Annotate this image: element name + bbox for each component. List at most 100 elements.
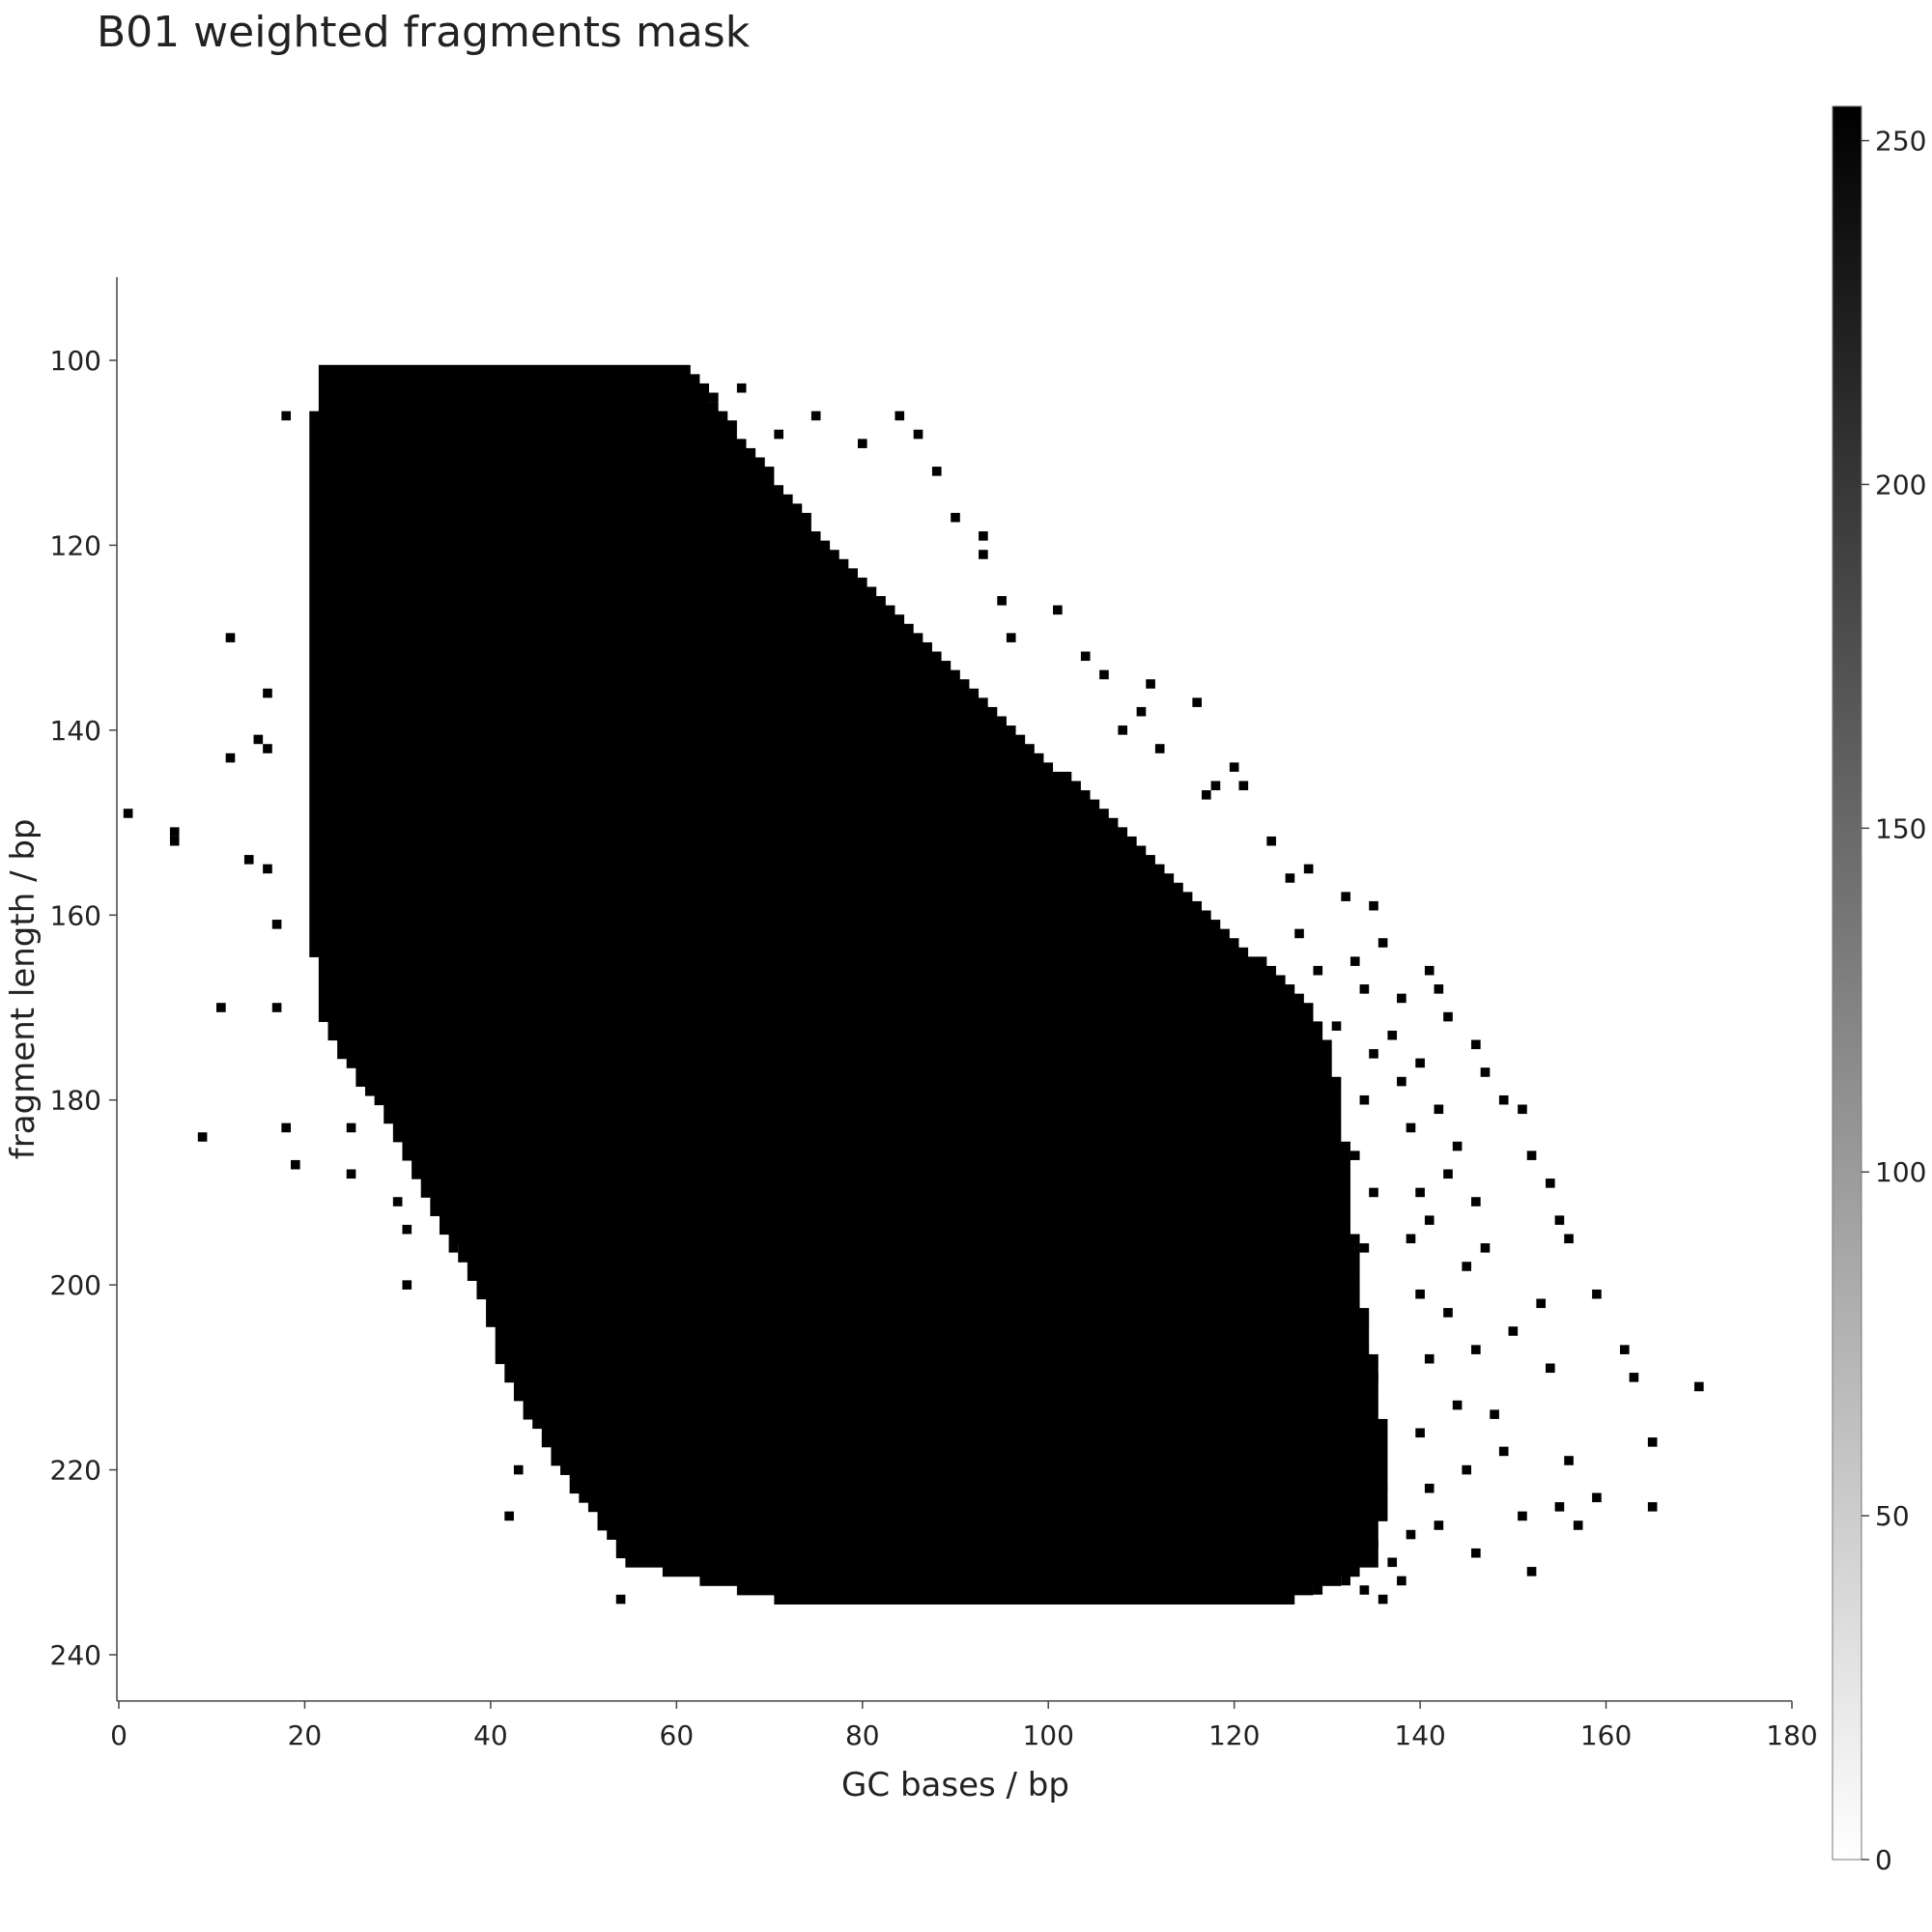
heatmap-cell-136 [1369,1373,1378,1382]
heatmap-cell-7 [243,855,254,865]
colorbar-tick-label-0: 0 [1875,1844,1892,1876]
heatmap-row-151 [309,827,1128,838]
heatmap-cell-54 [1229,762,1239,772]
heatmap-cell-129 [1359,984,1370,994]
heatmap-row-219 [551,1456,1388,1466]
heatmap-row-174 [337,1039,1332,1050]
heatmap-row-156 [309,873,1175,884]
x-tick-label-180: 180 [1766,1719,1817,1751]
heatmap-row-205 [495,1326,1370,1337]
heatmap-cell-76 [1647,1437,1658,1447]
heatmap-cell-43 [1006,633,1016,642]
heatmap-cell-64 [1443,1011,1453,1022]
heatmap-row-140 [309,725,1016,736]
heatmap-cells [123,364,1704,1605]
heatmap-cell-116 [1406,1529,1416,1540]
heatmap-row-145 [309,771,1072,782]
heatmap-row-195 [448,1234,1360,1244]
heatmap-row-187 [412,1159,1350,1171]
heatmap-row-158 [309,892,1193,902]
heatmap-row-161 [309,920,1221,930]
colorbar-tick-label-200: 200 [1875,469,1926,500]
heatmap-cell-92 [1452,1141,1463,1151]
heatmap-cell-36 [895,411,905,421]
heatmap-row-103 [318,383,710,394]
heatmap-cell-32 [736,383,747,393]
heatmap-cell-93 [1443,1169,1453,1179]
heatmap-row-137 [309,697,988,708]
heatmap-cell-38 [931,467,942,476]
heatmap-cell-117 [1359,1585,1370,1595]
heatmap-cell-5 [225,633,236,642]
heatmap-cell-35 [857,439,867,448]
heatmap-row-101 [318,364,691,375]
heatmap-cell-6 [225,753,236,763]
heatmap-cell-79 [1564,1456,1574,1465]
heatmap-row-227 [607,1529,1378,1540]
x-tick-label-0: 0 [110,1719,128,1751]
heatmap-cell-84 [1518,1511,1527,1521]
heatmap-cell-87 [1490,1409,1499,1419]
y-axis-label: fragment length / bp [4,819,43,1160]
heatmap-row-138 [309,706,998,718]
heatmap-row-177 [355,1067,1332,1078]
heatmap-row-148 [309,799,1100,810]
heatmap-cell-19 [346,1122,356,1133]
colorbar-tick-label-50: 50 [1875,1500,1910,1532]
heatmap-row-180 [374,1094,1342,1106]
heatmap-row-228 [615,1539,1378,1549]
heatmap-cell-74 [1619,1345,1630,1354]
heatmap-row-221 [569,1474,1388,1485]
x-tick-label-80: 80 [845,1719,880,1751]
heatmap-cell-15 [281,411,292,421]
heatmap-cell-33 [774,429,783,440]
heatmap-cell-24 [402,1280,412,1290]
heatmap-cell-95 [1471,1345,1481,1354]
heatmap-row-208 [495,1353,1378,1365]
heatmap-cell-138 [1378,1483,1388,1493]
heatmap-row-121 [309,550,839,560]
heatmap-cell-23 [402,1224,412,1235]
heatmap-cell-125 [1331,1021,1342,1031]
heatmap-row-141 [309,734,1026,745]
heatmap-row-165 [318,956,1267,967]
heatmap-row-164 [309,947,1249,957]
y-tick-label-100: 100 [50,345,101,377]
heatmap-cell-135 [1350,1308,1360,1318]
heatmap-cell-103 [1415,1289,1425,1299]
heatmap-cell-131 [1359,1094,1370,1105]
x-tick-label-100: 100 [1022,1719,1073,1751]
heatmap-cell-22 [402,1141,412,1151]
heatmap-cell-123 [1313,1141,1323,1151]
heatmap-row-206 [495,1335,1370,1346]
heatmap-cell-59 [1341,892,1350,901]
heatmap-cell-25 [448,1243,459,1253]
heatmap-cell-4 [216,1003,226,1012]
y-tick-label-220: 220 [50,1455,101,1487]
heatmap-cell-85 [1526,1567,1537,1577]
heatmap-cell-40 [979,531,988,541]
heatmap-row-135 [309,679,970,690]
heatmap-cell-134 [1359,1243,1370,1253]
y-tick-label-200: 200 [50,1269,101,1301]
heatmap-cell-90 [1480,1243,1491,1253]
heatmap-row-116 [309,503,803,514]
colorbar-tick-label-100: 100 [1875,1156,1926,1188]
heatmap-row-154 [309,855,1155,866]
heatmap-cell-124 [1322,1076,1332,1087]
heatmap-cell-105 [1415,1187,1425,1198]
heatmap-row-225 [597,1511,1388,1521]
heatmap-cell-52 [1201,790,1211,800]
heatmap-row-234 [774,1594,1295,1605]
heatmap-cell-89 [1536,1298,1547,1309]
heatmap-row-104 [318,392,710,403]
heatmap-row-179 [364,1086,1342,1096]
heatmap-cell-50 [1154,744,1165,753]
heatmap-row-193 [439,1215,1350,1226]
x-tick-label-40: 40 [473,1719,508,1751]
colorbar: 0 50 100 150 200 250 [1832,105,1926,1876]
heatmap-cell-71 [1554,1215,1565,1225]
heatmap-row-105 [318,402,719,412]
heatmap-row-191 [430,1197,1350,1208]
